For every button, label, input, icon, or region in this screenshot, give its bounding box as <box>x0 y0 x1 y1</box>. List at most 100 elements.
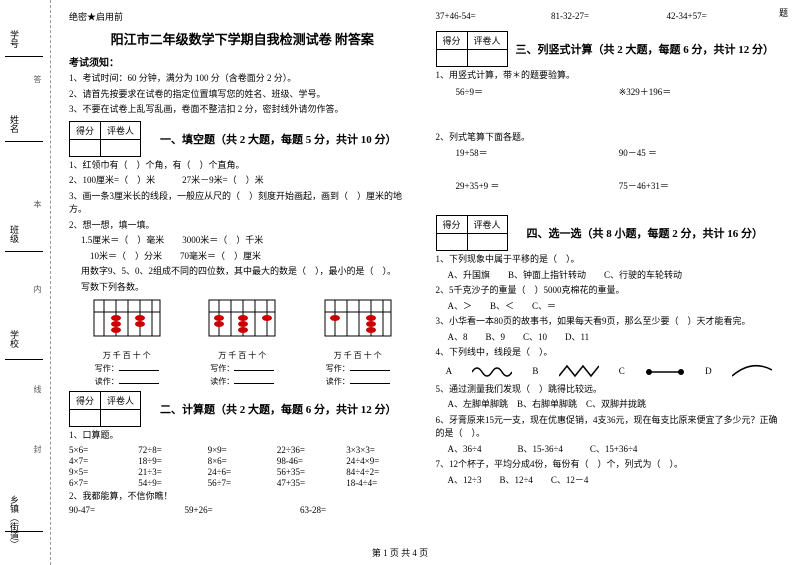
calc: 21÷3= <box>138 467 207 477</box>
bind-vert: 封 <box>32 445 43 453</box>
calc-row: 9×5=21÷3=24÷6=56+35=84÷4÷2= <box>69 467 416 477</box>
exam-title: 阳江市二年级数学下学期自我检测试卷 附答案 <box>69 29 416 48</box>
abacus-icon <box>207 298 277 348</box>
q-line: 1、红领巾有（ ）个角，有（ ）个直角。 <box>69 159 416 173</box>
abacus-item: 万 千 百 十 个 写作： 读作： <box>92 298 162 387</box>
bind-label-class: 班级 <box>8 225 21 243</box>
q-line: 1、下列现象中属于平移的是（ ）。 <box>436 253 783 267</box>
workspace <box>436 193 783 211</box>
abacus-row: 万 千 百 十 个 写作： 读作： 万 千 百 十 <box>69 298 416 387</box>
abacus-item: 万 千 百 十 个 写作： 读作： <box>323 298 393 387</box>
calc: ※329＋196＝ <box>619 85 782 98</box>
bind-vert: 内 <box>32 285 43 293</box>
calc: 63-28= <box>300 505 416 515</box>
calc: 24÷6= <box>208 467 277 477</box>
q-line: 5、通过测量我们发现（ ）跳得比较远。 <box>436 383 783 397</box>
q-line: 10米＝（ ）分米 70毫米＝（ ）厘米 <box>69 250 416 264</box>
opt-line: A、左脚单脚跳 B、右脚单脚跳 C、双脚并拢跳 <box>436 398 783 412</box>
right-column: 37+46-54=81-32-27=42-34+57= 得分评卷人 三、列竖式计… <box>426 10 793 565</box>
calc: 90－45 ＝ <box>619 146 782 159</box>
write-label: 写作： <box>323 361 393 374</box>
q-line: 6、牙膏原来15元一支，现在优惠促销，4支36元，现在每支比原来便宜了多少元？正… <box>436 414 783 441</box>
calc: 72÷8= <box>138 445 207 455</box>
score-box: 得分评卷人 <box>69 391 141 427</box>
notice-line: 1、考试时间：60 分钟，满分为 100 分（含卷面分 2 分）。 <box>69 72 416 86</box>
bind-label-id: 学号 <box>8 30 21 48</box>
opt-line: A、8 B、9 C、10 D、11 <box>436 331 783 345</box>
calc-row: 19+58＝90－45 ＝ <box>436 146 783 159</box>
bind-vert: 本 <box>32 200 43 208</box>
calc: 90-47= <box>69 505 185 515</box>
bind-label-name: 姓名 <box>8 115 21 133</box>
calc-row: 37+46-54=81-32-27=42-34+57= <box>436 11 783 21</box>
score-cell: 得分 <box>436 216 467 234</box>
line-options: A B C D <box>436 364 783 379</box>
calc-row: 90-47=59+26=63-28= <box>69 505 416 515</box>
workspace <box>436 99 783 129</box>
calc: 81-32-27= <box>551 11 667 21</box>
q-line: 2、想一想，填一填。 <box>69 219 416 233</box>
score-blank <box>436 50 467 67</box>
q-line: 3、画一条3厘米长的线段，一般应从尺的（ ）刻度开始画起，画到（ ）厘米的地方。 <box>69 190 416 217</box>
opt-line: A、＞ B、＜ C、＝ <box>436 300 783 314</box>
corner-label: 题 <box>779 6 788 19</box>
calc: 9×5= <box>69 467 138 477</box>
calc: 47+35= <box>277 478 346 488</box>
abacus-label: 万 千 百 十 个 <box>207 350 277 361</box>
bind-line <box>5 358 43 360</box>
workspace <box>436 160 783 178</box>
calc: 5×6= <box>69 445 138 455</box>
opt-b-label: B <box>532 366 538 376</box>
calc: 18-4÷4= <box>346 478 415 488</box>
left-column: 绝密★启用前 阳江市二年级数学下学期自我检测试卷 附答案 考试须知： 1、考试时… <box>59 10 426 565</box>
q-line: 1、用竖式计算，带＊的题要验算。 <box>436 69 783 83</box>
score-blank <box>101 410 141 427</box>
read-label: 读作： <box>323 374 393 387</box>
calc: 19+58＝ <box>456 146 619 159</box>
calc-row: 56÷9＝※329＋196＝ <box>436 85 783 98</box>
q-line: 2、我都能算，不信你瞧！ <box>69 490 416 504</box>
section-4-title: 四、选一选（共 8 小题，每题 2 分，共计 16 分） <box>508 217 782 241</box>
section-2-title: 二、计算题（共 2 大题，每题 6 分，共计 12 分） <box>141 393 415 417</box>
write-label: 写作： <box>92 361 162 374</box>
section-3-header: 得分评卷人 三、列竖式计算（共 2 大题，每题 6 分，共计 12 分） <box>436 31 783 67</box>
read-label: 读作： <box>92 374 162 387</box>
score-cell: 评卷人 <box>101 392 141 410</box>
opt-d-label: D <box>705 366 712 376</box>
calc: 54÷9= <box>138 478 207 488</box>
score-blank <box>467 50 507 67</box>
score-cell: 评卷人 <box>101 121 141 139</box>
q-line: 4、下列线中，线段是（ ）。 <box>436 346 783 360</box>
notice-line: 3、不要在试卷上乱写乱画，卷面不整洁扣 2 分，密封线外请勿作答。 <box>69 103 416 117</box>
calc: 3×3×3= <box>346 445 415 455</box>
calc: 4×7= <box>69 456 138 466</box>
calc: 29+35+9 ＝ <box>456 179 619 192</box>
calc: 9×9= <box>208 445 277 455</box>
score-box: 得分评卷人 <box>436 31 508 67</box>
segment-line-icon <box>645 364 685 379</box>
zigzag-line-icon <box>559 364 599 379</box>
section-3-title: 三、列竖式计算（共 2 大题，每题 6 分，共计 12 分） <box>508 33 782 57</box>
opt-line: A、升国旗 B、钟面上指针转动 C、行驶的车轮转动 <box>436 269 783 283</box>
q-line: 3、小华看一本80页的故事书，如果每天看9页，那么至少要（ ）天才能看完。 <box>436 315 783 329</box>
curve-line-icon <box>732 364 772 379</box>
opt-line: A、36÷4 B、15-36÷4 C、15+36÷4 <box>436 443 783 457</box>
calc: 59+26= <box>185 505 301 515</box>
calc: 56÷7= <box>208 478 277 488</box>
q-line: 1、口算题。 <box>69 429 416 443</box>
opt-line: A、12÷3 B、12÷4 C、12－4 <box>436 474 783 488</box>
calc: 56÷9＝ <box>456 85 619 98</box>
calc: 18÷9= <box>138 456 207 466</box>
bind-line <box>5 250 43 252</box>
calc: 22÷36= <box>277 445 346 455</box>
calc: 56+35= <box>277 467 346 477</box>
abacus-icon <box>323 298 393 348</box>
secret-label: 绝密★启用前 <box>69 10 416 23</box>
notice-heading: 考试须知： <box>69 54 416 69</box>
bind-label-school: 学校 <box>8 330 21 348</box>
page: 学号 答 姓名 本 班级 内 学校 线 封 乡镇（街道） 绝密★启用前 阳江市二… <box>0 0 800 565</box>
notice-line: 2、请首先按要求在试卷的指定位置填写您的姓名、班级、学号。 <box>69 88 416 102</box>
calc: 84÷4÷2= <box>346 467 415 477</box>
read-label: 读作： <box>207 374 277 387</box>
score-blank <box>436 234 467 251</box>
